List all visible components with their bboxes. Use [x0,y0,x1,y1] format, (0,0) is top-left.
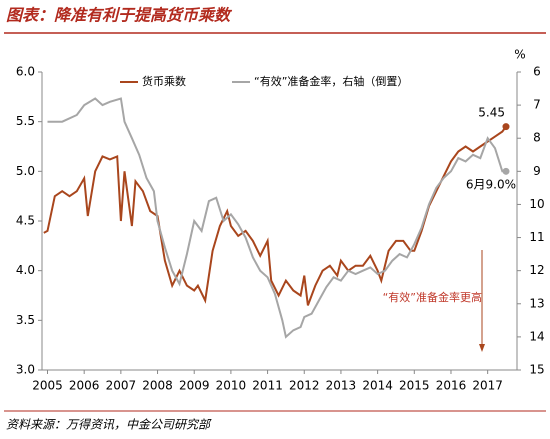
y2-tick-label: 10 [529,197,544,211]
end-point [502,167,510,175]
y2-tick-label: 15 [529,363,544,377]
arrow-head [479,344,485,352]
x-tick-label: 2008 [142,379,173,393]
y2-tick-label: 6 [533,65,541,79]
y2-tick-label: 11 [529,230,544,244]
y-tick-label: 5.5 [16,114,35,128]
x-tick-label: 2014 [362,379,393,393]
series-line [43,126,507,306]
legend-label: “有效”准备金率，右轴（倒置） [254,74,408,88]
annotation: 6月9.0% [466,178,516,192]
y2-tick-label: 8 [533,131,541,145]
x-tick-label: 2017 [472,379,503,393]
x-tick-label: 2009 [179,379,210,393]
x-tick-label: 2013 [326,379,357,393]
y2-tick-label: 14 [529,329,544,343]
y2-tick-label: 7 [533,98,541,112]
y-tick-label: 6.0 [16,65,35,79]
y-tick-label: 3.5 [16,313,35,327]
x-tick-label: 2012 [289,379,320,393]
y2-axis-label: % [514,48,525,62]
series-line [47,97,506,339]
y2-tick-label: 12 [529,263,544,277]
x-tick-label: 2005 [32,379,63,393]
y2-tick-label: 9 [533,164,541,178]
x-tick-label: 2015 [399,379,430,393]
annotation: “有效”准备金率更高 [383,290,482,304]
x-tick-label: 2016 [436,379,467,393]
end-point [502,123,510,131]
legend-label: 货币乘数 [142,74,186,88]
annotation: 5.45 [478,106,505,120]
x-tick-label: 2007 [106,379,137,393]
source: 资料来源：万得资讯，中金公司研究部 [6,418,212,432]
y2-tick-label: 13 [529,296,544,310]
x-tick-label: 2010 [216,379,247,393]
chart-title: 图表：降准有利于提高货币乘数 [6,6,233,25]
y-tick-label: 4.0 [16,263,35,277]
y-tick-label: 4.5 [16,214,35,228]
x-tick-label: 2006 [69,379,100,393]
y-tick-label: 5.0 [16,164,35,178]
y-tick-label: 3.0 [16,363,35,377]
x-tick-label: 2011 [252,379,283,393]
